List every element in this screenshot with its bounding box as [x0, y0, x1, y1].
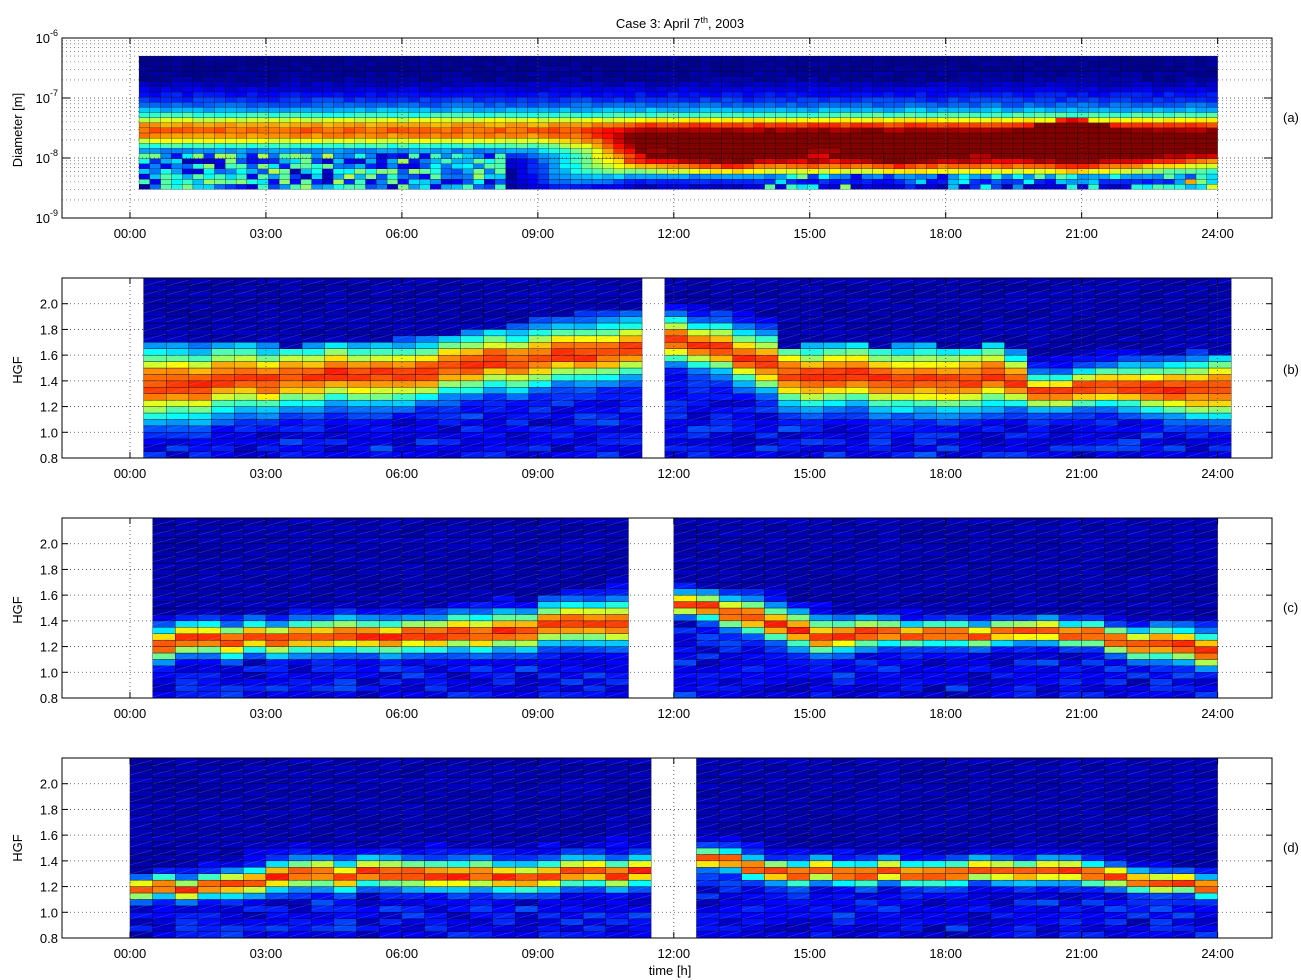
panel-tag-b: (b)	[1283, 362, 1299, 377]
panel-d-xtick-label-4: 12:00	[658, 946, 691, 961]
panel-c-ytick-label-6: 2.0	[40, 537, 58, 552]
panel-c-xtick-label-0: 00:00	[114, 706, 147, 721]
panel-c-ytick-label-5: 1.8	[40, 562, 58, 577]
panel-c-ytick-label-1: 1.0	[40, 665, 58, 680]
panel-c-xtick-label-5: 15:00	[793, 706, 826, 721]
figure-title: Case 3: April 7th, 2003	[616, 15, 744, 31]
panel-b-xtick-label-1: 03:00	[250, 466, 283, 481]
panel-c-heatmap	[152, 517, 1218, 699]
panel-d-ytick-label-2: 1.2	[40, 880, 58, 895]
panel-d-ytick-label-1: 1.0	[40, 905, 58, 920]
panel-b-xtick-label-0: 00:00	[114, 466, 147, 481]
panel-d-xtick-label-7: 21:00	[1065, 946, 1098, 961]
panel-b-xtick-label-5: 15:00	[793, 466, 826, 481]
panel-c-ytick-label-2: 1.2	[40, 640, 58, 655]
panel-c-ytick-label-4: 1.6	[40, 588, 58, 603]
title-main: Case 3: April 7	[616, 16, 701, 31]
panel-b-ytick-label-2: 1.2	[40, 400, 58, 415]
panel-a-xtick-label-4: 12:00	[658, 226, 691, 241]
panel-c-ytick-label-3: 1.4	[40, 614, 58, 629]
panel-b-xtick-label-4: 12:00	[658, 466, 691, 481]
panel-c-xtick-label-1: 03:00	[250, 706, 283, 721]
ylabel-b: HGF	[10, 356, 25, 384]
panel-d-heatmap	[129, 757, 1218, 939]
panel-b-ytick-label-1: 1.0	[40, 425, 58, 440]
panel-b-ytick-label-5: 1.8	[40, 322, 58, 337]
panel-d-xtick-label-6: 18:00	[929, 946, 962, 961]
panel-a-xtick-label-0: 00:00	[114, 226, 147, 241]
panel-d-xtick-label-3: 09:00	[522, 946, 555, 961]
panel-a: 00:00 03:00 06:00 09:00 12:00 15:00 18:00 21:00…	[36, 28, 1273, 241]
panel-a-ytick-label-0: 10-9	[36, 208, 58, 226]
title-sup: th	[700, 15, 708, 25]
panel-d: 00:00 03:00 06:00 09:00 12:00 15:00 18:00 21:00…	[40, 757, 1273, 961]
panel-tag-c: (c)	[1283, 600, 1298, 615]
panel-c-axes-frame	[61, 517, 1273, 699]
panel-c-xtick-label-2: 06:00	[386, 706, 419, 721]
panel-a-xtick-label-7: 21:00	[1065, 226, 1098, 241]
panel-a-ytick-label-2: 10-7	[36, 88, 58, 106]
panel-c: 00:00 03:00 06:00 09:00 12:00 15:00 18:00 21:00…	[40, 517, 1273, 721]
panel-d-xtick-label-8: 24:00	[1201, 946, 1234, 961]
panel-tag-d: (d)	[1283, 840, 1299, 855]
panel-b-ytick-label-0: 0.8	[40, 451, 58, 466]
panel-b-ytick-label-4: 1.6	[40, 348, 58, 363]
title-tail: , 2003	[708, 16, 744, 31]
panel-a-ytick-label-3: 10-6	[36, 28, 58, 46]
panel-a-heatmap	[138, 55, 1218, 190]
panel-tag-a: (a)	[1283, 110, 1299, 125]
panel-a-xtick-label-3: 09:00	[522, 226, 555, 241]
panel-b-ytick-label-3: 1.4	[40, 374, 58, 389]
panel-d-xtick-label-0: 00:00	[114, 946, 147, 961]
panel-d-axes-frame	[61, 757, 1273, 939]
panel-b-xtick-label-3: 09:00	[522, 466, 555, 481]
panel-d-xtick-label-2: 06:00	[386, 946, 419, 961]
panel-c-xtick-label-4: 12:00	[658, 706, 691, 721]
panel-d-ytick-label-5: 1.8	[40, 802, 58, 817]
panel-b-heatmap	[143, 277, 1232, 459]
panel-b-xtick-label-6: 18:00	[929, 466, 962, 481]
panel-b-axes-frame	[61, 277, 1273, 459]
panel-d-ytick-label-6: 2.0	[40, 777, 58, 792]
panel-c-xtick-label-6: 18:00	[929, 706, 962, 721]
panel-b: 00:00 03:00 06:00 09:00 12:00 15:00 18:00 21:00…	[40, 277, 1273, 481]
ylabel-c: HGF	[10, 596, 25, 624]
panel-a-xtick-label-5: 15:00	[793, 226, 826, 241]
panel-a-xtick-label-1: 03:00	[250, 226, 283, 241]
panel-d-xtick-label-5: 15:00	[793, 946, 826, 961]
panel-b-xtick-label-2: 06:00	[386, 466, 419, 481]
ylabel-d: HGF	[10, 834, 25, 862]
panel-b-xtick-label-8: 24:00	[1201, 466, 1234, 481]
xlabel: time [h]	[649, 963, 692, 978]
panel-d-ytick-label-4: 1.6	[40, 828, 58, 843]
ylabel-a: Diameter [m]	[10, 93, 25, 167]
panel-d-ytick-label-0: 0.8	[40, 931, 58, 946]
panel-b-xtick-label-7: 21:00	[1065, 466, 1098, 481]
panel-a-xtick-label-6: 18:00	[929, 226, 962, 241]
panel-c-xtick-label-8: 24:00	[1201, 706, 1234, 721]
panel-c-ytick-label-0: 0.8	[40, 691, 58, 706]
panel-c-xtick-label-3: 09:00	[522, 706, 555, 721]
panel-a-xtick-label-2: 06:00	[386, 226, 419, 241]
panel-a-axes-frame	[61, 37, 1273, 219]
panel-c-xtick-label-7: 21:00	[1065, 706, 1098, 721]
panel-a-xtick-label-8: 24:00	[1201, 226, 1234, 241]
panel-b-ytick-label-6: 2.0	[40, 297, 58, 312]
panel-a-ytick-label-1: 10-8	[36, 148, 58, 166]
panel-d-ytick-label-3: 1.4	[40, 854, 58, 869]
panel-d-xtick-label-1: 03:00	[250, 946, 283, 961]
